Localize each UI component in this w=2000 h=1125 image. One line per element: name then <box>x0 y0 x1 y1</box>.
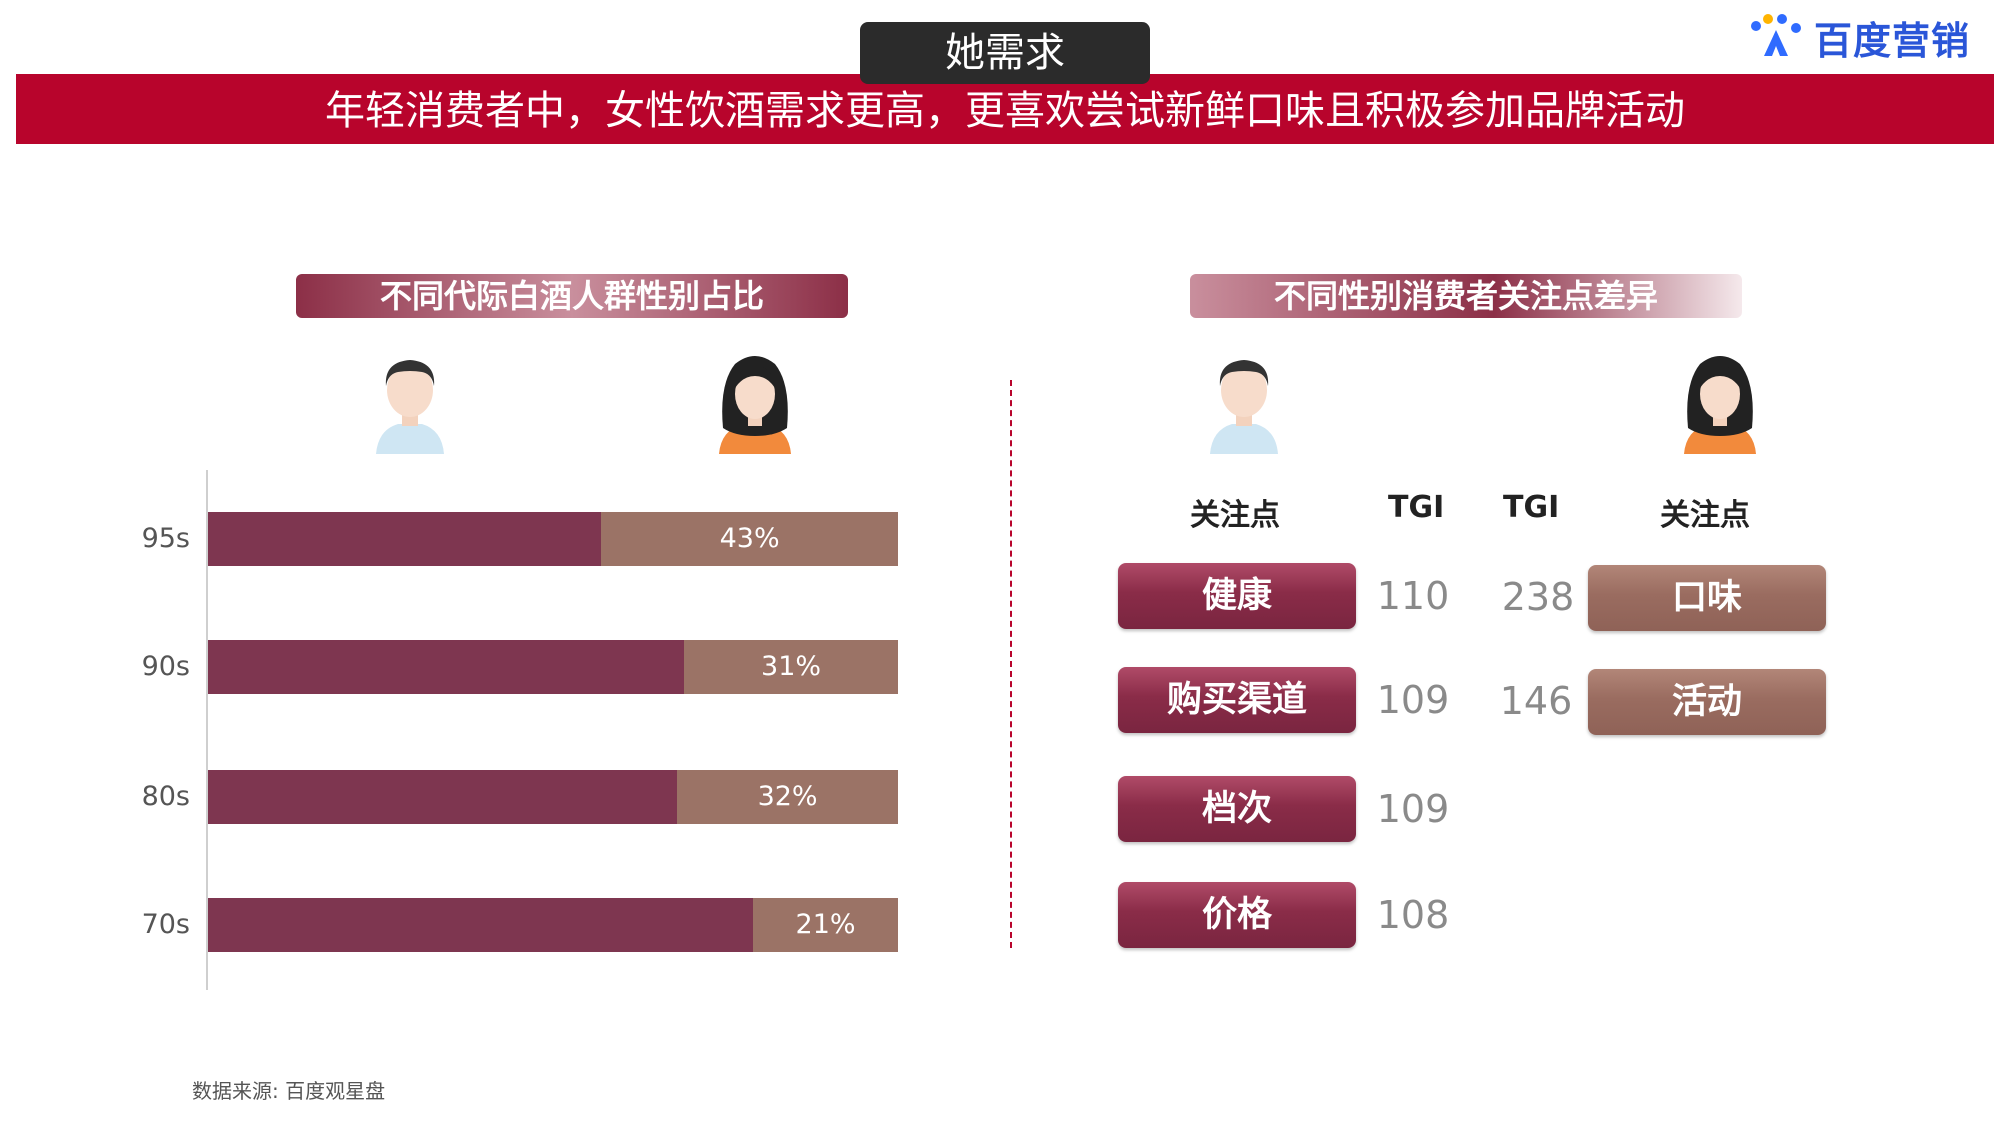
female-share-bar: 21% <box>753 898 898 952</box>
male-avatar-icon <box>376 360 444 454</box>
category-label: 70s <box>141 909 190 940</box>
female-avatar-icon-right <box>1684 356 1756 454</box>
female-tgi-column-header: TGI <box>1503 490 1560 525</box>
male-focus-pill: 健康 <box>1118 563 1356 629</box>
male-focus-pill: 价格 <box>1118 882 1356 948</box>
female-focus-column-header: 关注点 <box>1660 498 1750 533</box>
data-source-note: 数据来源: 百度观星盘 <box>192 1079 386 1103</box>
generation-gender-bar-chart: 95s 43% 90s 31% 80s 32% 70s 21% <box>120 470 920 990</box>
female-share-bar: 43% <box>601 512 898 566</box>
baidu-marketing-logo-icon <box>1751 14 1801 56</box>
male-focus-column-header: 关注点 <box>1190 498 1280 533</box>
male-tgi-value: 108 <box>1376 893 1450 937</box>
female-focus-pill: 活动 <box>1588 669 1826 735</box>
female-tgi-value: 146 <box>1499 679 1573 723</box>
male-share-bar <box>208 640 685 694</box>
section-divider <box>1010 380 1012 948</box>
male-tgi-value: 110 <box>1376 574 1450 618</box>
male-share-bar <box>208 512 602 566</box>
logo-text: 百度营销 <box>1814 18 1971 63</box>
male-share-bar <box>208 770 678 824</box>
y-axis-line <box>206 470 208 990</box>
left-section-title: 不同代际白酒人群性别占比 <box>296 274 848 318</box>
male-avatar-icon-right <box>1210 360 1278 454</box>
female-share-bar: 31% <box>684 640 898 694</box>
headline-banner: 年轻消费者中，女性饮酒需求更高，更喜欢尝试新鲜口味且积极参加品牌活动 <box>16 74 1994 144</box>
page-title-tab: 她需求 <box>860 22 1150 84</box>
category-label: 80s <box>141 781 190 812</box>
female-avatar-icon <box>719 356 791 454</box>
right-section-title: 不同性别消费者关注点差异 <box>1190 274 1742 318</box>
male-tgi-column-header: TGI <box>1388 490 1445 525</box>
male-tgi-value: 109 <box>1376 678 1450 722</box>
category-label: 90s <box>141 651 190 682</box>
male-focus-pill: 购买渠道 <box>1118 667 1356 733</box>
female-focus-pill: 口味 <box>1588 565 1826 631</box>
female-tgi-value: 238 <box>1501 575 1575 619</box>
female-share-bar: 32% <box>677 770 898 824</box>
category-label: 95s <box>141 523 190 554</box>
brand-logo: 百度营销 <box>1746 12 1971 63</box>
male-tgi-value: 109 <box>1376 787 1450 831</box>
male-share-bar <box>208 898 754 952</box>
male-focus-pill: 档次 <box>1118 776 1356 842</box>
